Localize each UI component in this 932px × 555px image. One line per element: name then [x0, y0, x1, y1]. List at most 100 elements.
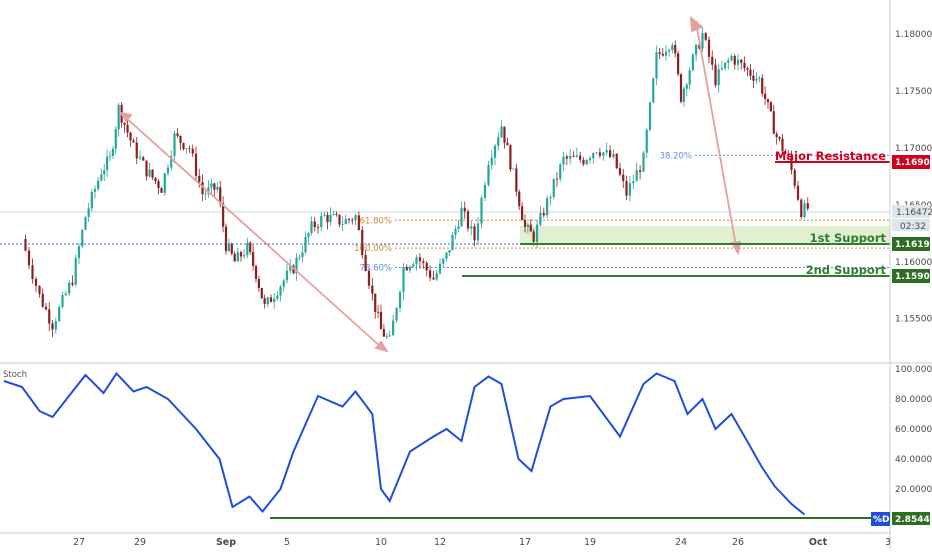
date-label-6: 17 [519, 537, 531, 548]
candle-body [803, 203, 806, 218]
candle-body [41, 293, 44, 307]
candle-body [487, 164, 490, 185]
candle-body [298, 257, 301, 259]
candle-body [740, 59, 743, 63]
candle-body [415, 257, 418, 265]
candle-body [546, 198, 549, 216]
candle-body [497, 137, 500, 146]
candle-body [778, 137, 781, 139]
candle-body [691, 54, 694, 71]
candle-body [698, 44, 701, 49]
candle-body [129, 132, 132, 141]
candle-body [787, 153, 790, 156]
candle-body [170, 156, 173, 168]
price-axis[interactable]: 1.180001.175001.170001.165001.160001.155… [889, 0, 932, 550]
price-tick-1: 1.17500 [895, 87, 932, 97]
candle-body [114, 129, 117, 149]
candle-body [335, 214, 338, 215]
candle-body [766, 99, 770, 103]
candle-body [344, 218, 347, 225]
candle-body [374, 293, 377, 312]
candle-body [425, 262, 428, 271]
fib-label-1: 61.80% [360, 216, 392, 226]
first-support-level: 1st Support [520, 231, 890, 245]
candle-body [357, 215, 360, 231]
date-label-11: 3 [885, 537, 891, 548]
candle-body [179, 135, 182, 144]
candle-body [398, 292, 402, 308]
candle-body [163, 173, 166, 193]
candle-body [724, 62, 727, 69]
date-label-8: 24 [675, 537, 687, 548]
candle-body [503, 126, 506, 143]
candle-body [793, 170, 796, 186]
candle-body [117, 104, 120, 130]
candle-body [694, 44, 698, 55]
candle-body [222, 203, 225, 227]
candle-body [655, 52, 658, 79]
candle-body [361, 230, 364, 255]
candle-body [473, 226, 476, 241]
candle-body [257, 278, 260, 288]
stoch-tick-2: 60.0000 [895, 425, 932, 435]
candle-body [51, 323, 54, 330]
candle-body [157, 181, 160, 189]
candle-body [323, 214, 326, 216]
candle-body [249, 242, 252, 253]
candle-body [512, 168, 515, 170]
candle-body [132, 140, 135, 143]
candle-body [515, 168, 518, 192]
candle-body [518, 191, 521, 207]
candle-body [84, 216, 87, 230]
candle-body [289, 265, 292, 271]
stoch-panel[interactable]: Stoch %D [3, 370, 890, 526]
candle-body [749, 69, 752, 76]
candle-body [625, 181, 628, 196]
stoch-tick-0: 100.0000 [895, 365, 932, 375]
candle-body [173, 133, 176, 157]
price-tick-2: 1.17000 [895, 144, 932, 154]
candle-body [529, 224, 532, 232]
candle-body [480, 197, 483, 224]
candle-body [595, 152, 598, 154]
candle-body [588, 158, 592, 161]
candle-body [585, 160, 588, 165]
first-support-label: 1st Support [810, 231, 887, 245]
candle-body [379, 311, 383, 330]
candle-body [661, 53, 664, 56]
date-label-0: 27 [73, 537, 85, 548]
candle-body [213, 183, 216, 190]
candle-body [219, 187, 222, 204]
candle-body [448, 249, 451, 253]
support2-price-value: 1.15900 [895, 272, 932, 282]
date-axis[interactable]: 27 29 Sep 5 10 12 17 19 24 26 Oct 3 [0, 532, 891, 548]
countdown-tag [892, 219, 930, 231]
candle-body [714, 64, 717, 86]
candle-body [320, 215, 323, 228]
candle-body [628, 183, 631, 196]
candle-body [555, 178, 559, 180]
candle-body [243, 255, 246, 257]
candle-body [615, 153, 618, 169]
candle-body [743, 62, 746, 69]
candle-body [632, 181, 635, 184]
candle-body [442, 258, 445, 264]
candle-body [295, 257, 298, 274]
candle-body [761, 78, 764, 94]
candle-body [392, 320, 395, 336]
candle-body [263, 298, 266, 305]
candle-body [679, 74, 683, 102]
candle-body [64, 293, 67, 296]
candle-body [470, 226, 473, 229]
candle-body [565, 156, 568, 159]
candle-body [618, 168, 622, 175]
candle-body [418, 257, 421, 262]
price-panel[interactable]: 38.20% 61.80% 100.00% 78.60% Major Resistan… [0, 0, 890, 362]
candle-body [509, 145, 512, 170]
candle-body [34, 278, 38, 286]
candle-body [395, 307, 398, 321]
candle-body [445, 252, 448, 259]
candle-body [198, 175, 201, 183]
